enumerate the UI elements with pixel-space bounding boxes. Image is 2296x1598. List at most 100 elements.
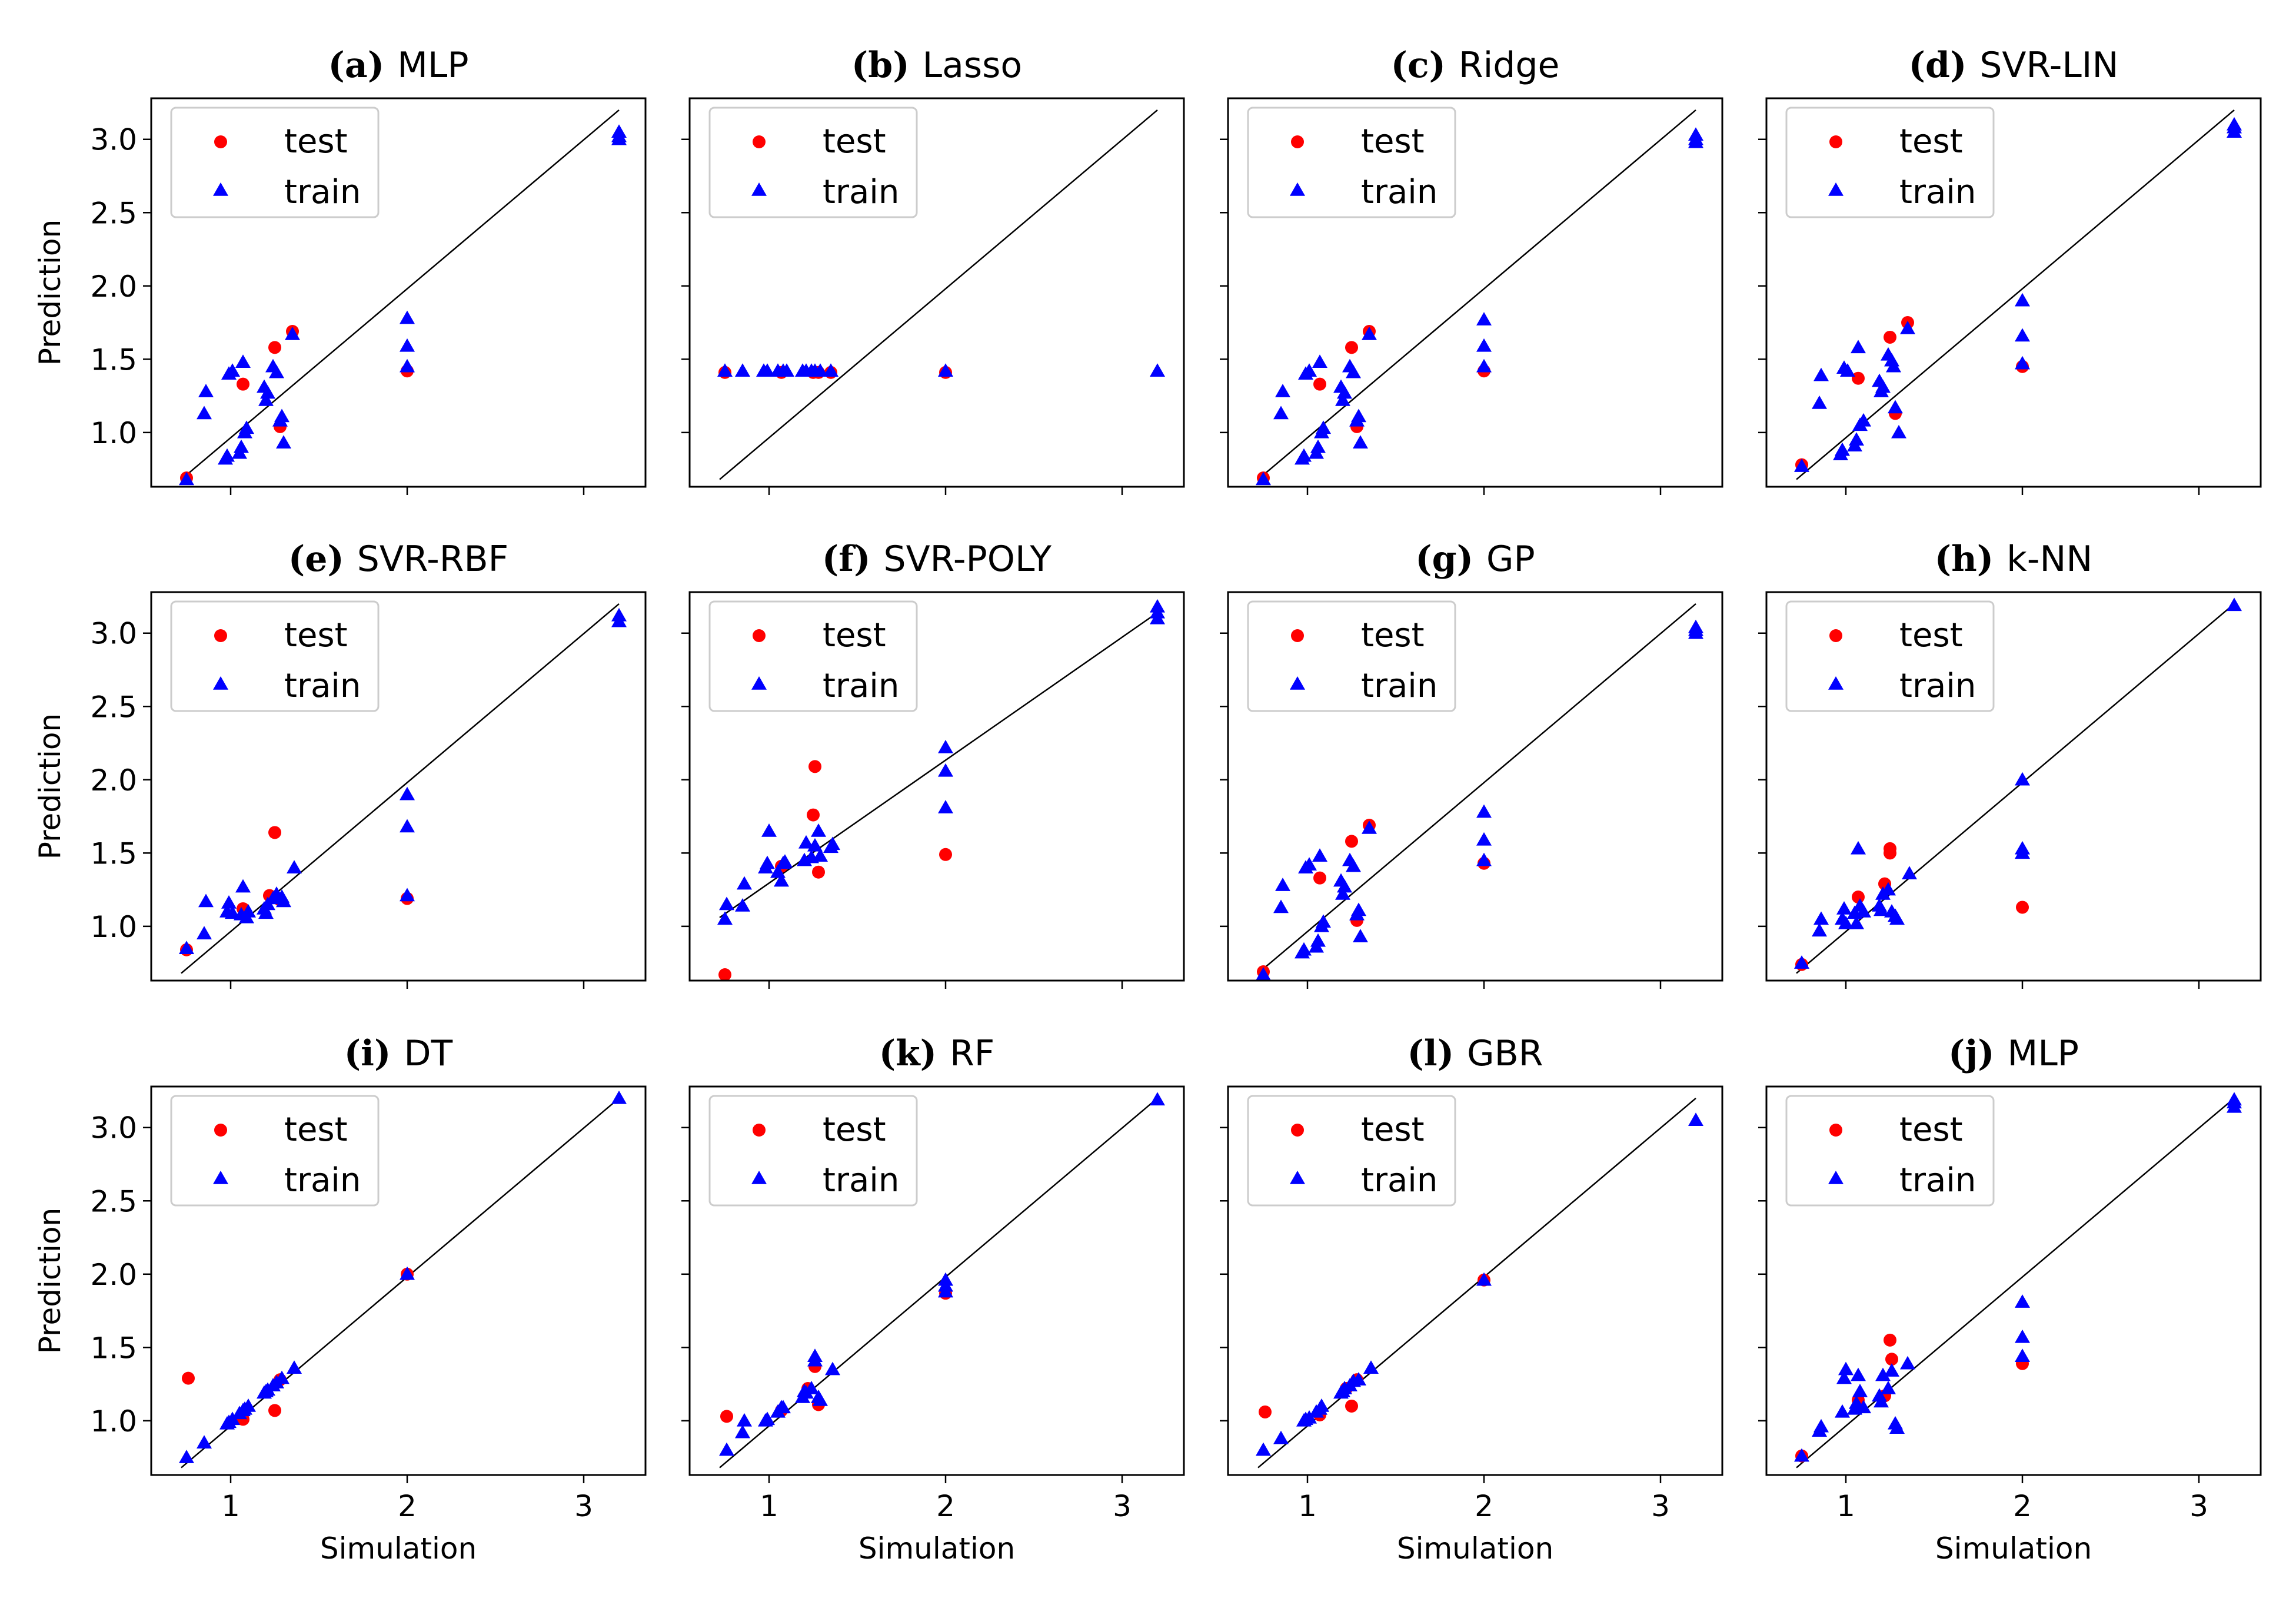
train-point xyxy=(1886,358,1901,373)
train-point xyxy=(1312,354,1327,368)
train-point xyxy=(269,364,284,378)
train-point xyxy=(239,420,254,434)
subplot-title-letter: (j) xyxy=(1948,1033,1995,1074)
train-point xyxy=(197,406,212,420)
train-point xyxy=(179,471,194,486)
train-point xyxy=(938,363,953,377)
train-point xyxy=(2015,1329,2030,1343)
test-point xyxy=(2016,901,2029,914)
test-point xyxy=(939,848,952,861)
axes-frame xyxy=(150,97,647,488)
train-point xyxy=(2015,1348,2030,1363)
train-point xyxy=(1337,385,1352,399)
train-point xyxy=(1362,326,1377,340)
train-point xyxy=(2015,293,2030,307)
train-point xyxy=(1902,866,1917,879)
train-point xyxy=(1476,338,1492,352)
subplot-gbr-10: (l) GBR 1 2 3 Simulation test train xyxy=(1220,1033,1723,1566)
identity-line xyxy=(1796,603,2235,974)
x-tick-label: 1 xyxy=(760,1489,778,1523)
train-point xyxy=(1273,1430,1289,1444)
test-point xyxy=(268,341,281,354)
legend: test train xyxy=(170,107,380,218)
subplot-gp-6: (g) GP test train xyxy=(1220,539,1723,989)
subplot-svr-rbf-4: (e) SVR-RBF1.01.52.02.53.0Predictiontestt… xyxy=(33,539,647,989)
train-point xyxy=(1838,1361,1854,1376)
plot-area xyxy=(179,1090,627,1469)
train-point xyxy=(1813,1418,1829,1433)
legend-train-label: train xyxy=(1899,1161,1976,1200)
axes-frame xyxy=(1765,591,2262,982)
series-train xyxy=(1256,619,1703,981)
train-point xyxy=(1302,363,1317,377)
x-tick-label: 2 xyxy=(398,1489,417,1523)
train-point xyxy=(807,1353,823,1367)
train-point xyxy=(1351,902,1366,916)
x-tick-label: 3 xyxy=(1113,1489,1132,1523)
legend-test-marker xyxy=(753,135,766,148)
legend-test-marker xyxy=(1829,1124,1842,1137)
train-point xyxy=(1812,396,1827,409)
train-point xyxy=(1363,1360,1379,1374)
train-point xyxy=(1476,804,1492,818)
train-point xyxy=(1688,127,1703,141)
series-train xyxy=(717,599,1165,925)
x-tick-label: 1 xyxy=(1298,1489,1317,1523)
train-point xyxy=(1256,967,1271,981)
train-point xyxy=(2015,840,2030,855)
legend-test-marker xyxy=(1291,629,1304,642)
subplot-title-letter: (h) xyxy=(1935,539,1994,580)
train-point xyxy=(179,1450,194,1463)
train-point xyxy=(1856,1400,1871,1414)
series-train xyxy=(179,607,627,954)
train-point xyxy=(1296,448,1312,462)
train-point xyxy=(1881,1381,1896,1394)
subplot-title-letter: (i) xyxy=(344,1033,391,1074)
subplot-ridge-2: (c) Ridge test train xyxy=(1220,45,1723,495)
legend-test-label: test xyxy=(284,1111,348,1149)
y-tick-label: 1.0 xyxy=(90,910,137,944)
legend-test-marker xyxy=(1291,135,1304,148)
subplot-grid: (a) MLP 1.0 1.5 2.0 2.5 3.0 Prediction test train… xyxy=(33,45,2262,1566)
legend-test-marker xyxy=(1829,629,1842,642)
axes-frame xyxy=(1765,97,2262,488)
legend: test train xyxy=(1247,600,1456,712)
y-tick-label: 2.0 xyxy=(90,270,137,304)
x-tick-label: 3 xyxy=(1651,1489,1670,1523)
legend: test train xyxy=(170,600,380,712)
legend-train-label: train xyxy=(284,667,361,705)
subplot-title-letter: (c) xyxy=(1391,45,1446,86)
train-point xyxy=(813,1392,828,1406)
plot-area xyxy=(1256,603,1703,981)
subplot-title-model: k-NN xyxy=(2006,539,2092,580)
subplot-svr-poly-5: (f) SVR-POLY test train xyxy=(681,539,1185,989)
train-point xyxy=(1900,1356,1915,1370)
train-point xyxy=(1874,1394,1889,1408)
y-tick-label: 1.5 xyxy=(90,343,137,377)
legend-train-label: train xyxy=(823,1161,899,1200)
plot-area xyxy=(179,603,627,974)
axes-frame xyxy=(1227,1085,1723,1476)
subplot-title-model: SVR-RBF xyxy=(357,539,508,580)
train-point xyxy=(258,905,274,919)
legend-train-label: train xyxy=(823,173,899,211)
train-point xyxy=(2015,772,2030,786)
train-point xyxy=(225,363,240,377)
legend-test-label: test xyxy=(284,122,348,161)
train-point xyxy=(1849,1395,1864,1409)
test-point xyxy=(812,865,825,879)
train-point xyxy=(1849,915,1864,929)
train-point xyxy=(221,895,237,909)
train-point xyxy=(1889,1420,1905,1434)
series-train xyxy=(719,1092,1165,1456)
legend-train-label: train xyxy=(1899,667,1976,705)
test-point xyxy=(1852,371,1865,385)
train-point xyxy=(1881,882,1896,896)
train-point xyxy=(719,1442,734,1456)
legend-train-label: train xyxy=(1899,173,1976,211)
plot-area xyxy=(717,109,1165,480)
x-tick-label: 1 xyxy=(221,1489,240,1523)
train-point xyxy=(1316,420,1331,434)
train-point xyxy=(287,860,302,873)
train-point xyxy=(804,1381,819,1394)
